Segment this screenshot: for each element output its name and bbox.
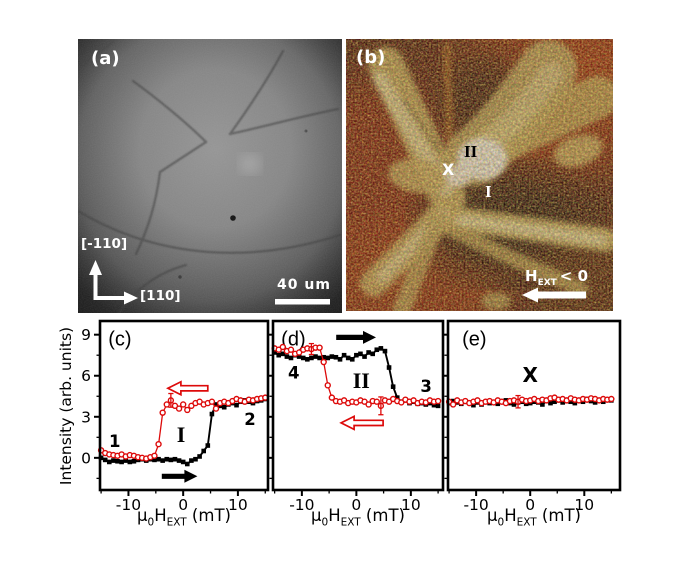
crystal-axis-right-label: [110]: [140, 288, 181, 304]
h-subscript: EXT: [340, 516, 361, 529]
field-direction-arrow: [522, 287, 586, 303]
hysteresis-plot-e: (e) X -10 0 10: [442, 319, 622, 514]
svg-text:10: 10: [574, 496, 594, 514]
x-axis-title-d: μ0HEXT (mT): [273, 506, 443, 528]
svg-text:0: 0: [525, 496, 535, 514]
svg-text:10: 10: [228, 496, 248, 514]
field-h: H: [525, 267, 538, 285]
sweep-direction-arrow: [336, 330, 376, 344]
svg-text:0: 0: [178, 496, 188, 514]
svg-text:3: 3: [81, 408, 91, 426]
mu-symbol: μ: [137, 506, 148, 525]
plot-annotation: (d): [281, 329, 305, 351]
svg-text:9: 9: [81, 326, 91, 344]
plot-annotation: 2: [244, 410, 255, 429]
x-axis-title-e: μ0HEXT (mT): [448, 506, 620, 528]
plot-annotation: I: [177, 422, 186, 447]
plot-annotation: 1: [109, 432, 120, 451]
unit-label: (mT): [536, 506, 581, 525]
plot-annotation: II: [353, 368, 370, 393]
svg-text:-10: -10: [116, 496, 141, 514]
plot-annotation: 3: [420, 377, 431, 396]
svg-text:6: 6: [81, 367, 91, 385]
axes-arrows: [89, 260, 138, 305]
sweep-direction-arrow: [339, 415, 384, 431]
x-axis-title-c: μ0HEXT (mT): [100, 506, 268, 528]
mu-symbol: μ: [311, 506, 322, 525]
sweep-direction-arrow: [161, 469, 198, 483]
plot-annotation: (c): [108, 329, 131, 351]
svg-text:0: 0: [81, 449, 91, 467]
h-symbol: H: [328, 506, 341, 525]
h-subscript: EXT: [516, 516, 537, 529]
h-subscript: EXT: [166, 516, 187, 529]
svg-text:10: 10: [401, 496, 421, 514]
panel-a-art: [78, 39, 342, 313]
svg-text:0: 0: [351, 496, 361, 514]
plot-annotation: 4: [288, 363, 299, 382]
hysteresis-plot-d: (d) 4 II 3 -10 0 10: [267, 319, 445, 514]
svg-text:-10: -10: [289, 496, 314, 514]
region-i-label: I: [485, 182, 492, 201]
h-symbol: H: [154, 506, 167, 525]
hysteresis-plot-c: (c) 1 I 2 -10 0 10 0 3 6 9: [81, 319, 270, 514]
crystal-axis-up-label: [-110]: [81, 236, 128, 252]
panel-b-xmcd-image: (b) II X I HEXT < 0: [346, 39, 613, 311]
plot-annotation: X: [523, 363, 539, 387]
plot-annotation: (e): [462, 329, 486, 351]
field-cmp: < 0: [559, 267, 589, 285]
mu-subscript: 0: [321, 516, 329, 529]
scalebar: [275, 299, 330, 305]
panel-b-art: [346, 39, 613, 311]
h-symbol: H: [504, 506, 517, 525]
panel-b-label: (b): [356, 47, 386, 68]
region-ii-label: II: [464, 142, 478, 161]
field-sub: EXT: [537, 278, 557, 288]
unit-label: (mT): [186, 506, 231, 525]
mu-subscript: 0: [147, 516, 155, 529]
svg-text:-10: -10: [463, 496, 488, 514]
mu-symbol: μ: [487, 506, 498, 525]
scalebar-label: 40 um: [277, 277, 331, 293]
mu-subscript: 0: [497, 516, 505, 529]
field-direction-label: HEXT < 0: [525, 267, 588, 288]
sweep-direction-arrow: [165, 380, 209, 397]
panel-a-label: (a): [91, 48, 120, 69]
region-x-label: X: [442, 160, 455, 179]
y-axis-title: Intensity (arb. units): [57, 326, 75, 486]
unit-label: (mT): [360, 506, 405, 525]
panel-a-micrograph: (a) [-110] [110] 40 um: [78, 39, 342, 313]
